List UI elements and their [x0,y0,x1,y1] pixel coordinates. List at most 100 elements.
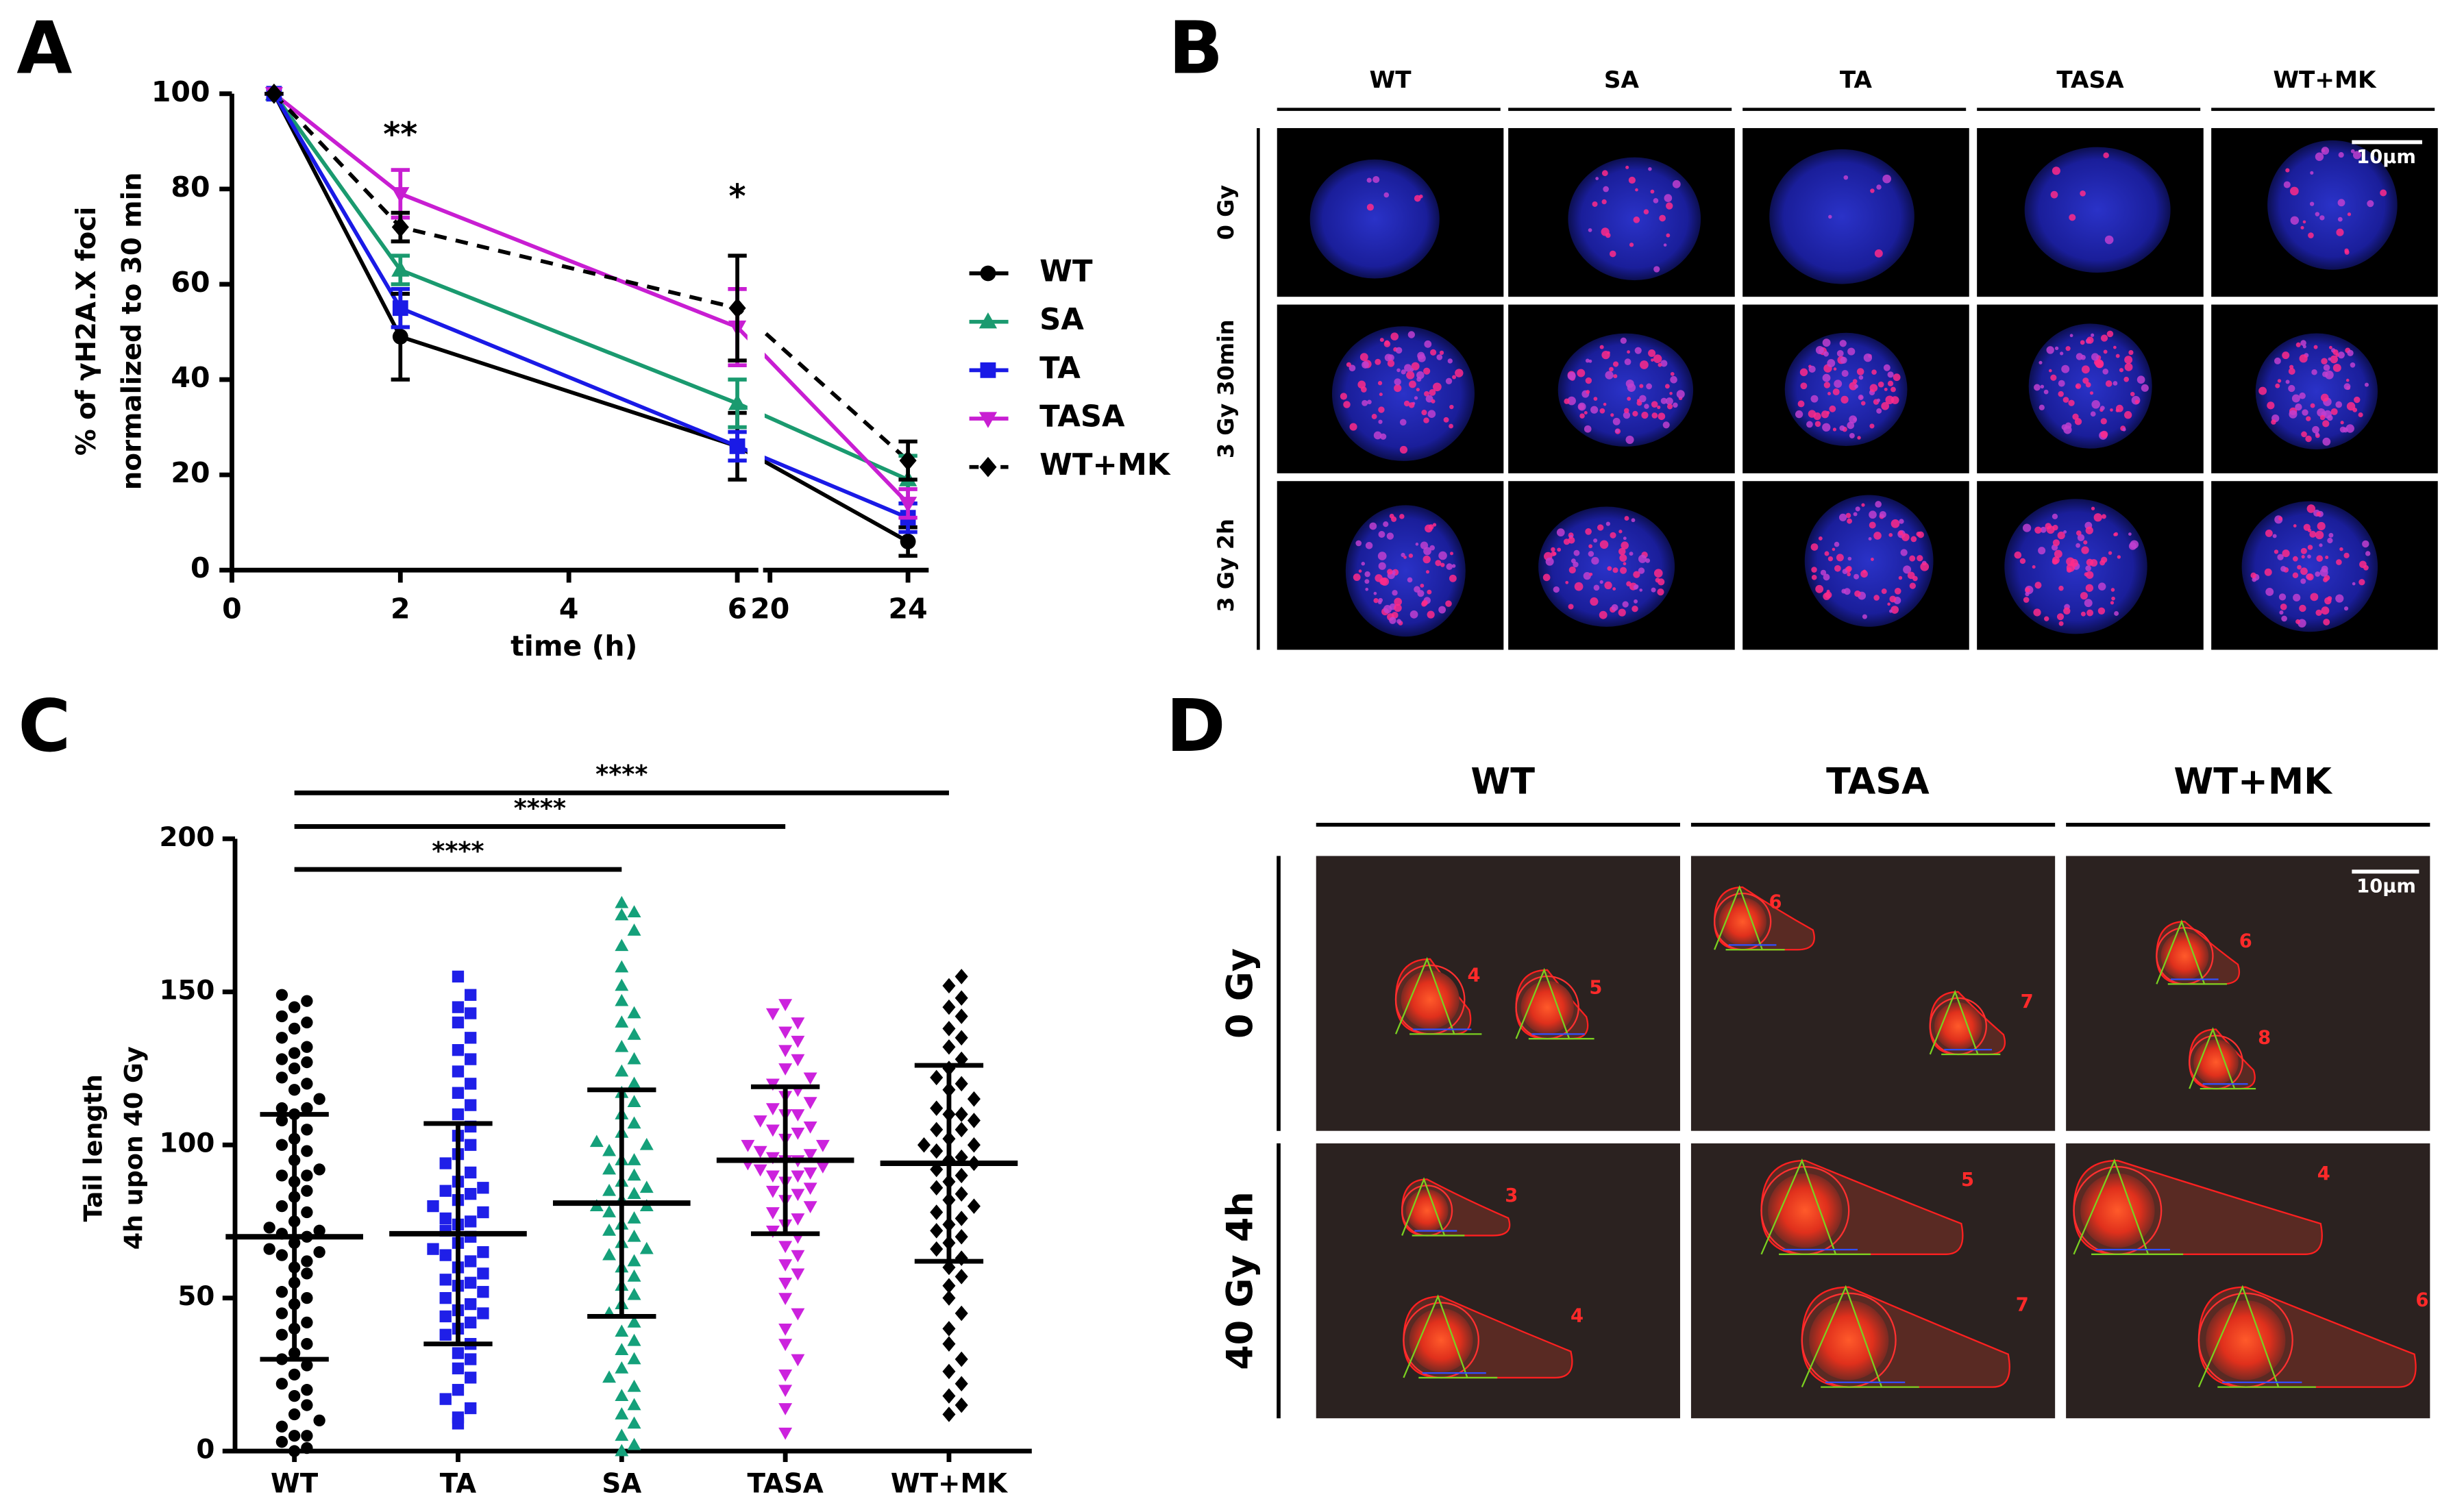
focus [1876,398,1881,402]
focus [2100,334,2108,342]
data-point [627,1269,641,1282]
focus [1372,175,1380,184]
focus [2117,555,2121,559]
focus [1874,249,1883,258]
focus [2347,212,2352,216]
focus [1579,413,1585,419]
data-point [301,1316,313,1329]
focus [2327,414,2333,421]
focus [2281,615,2287,622]
legend-label: TA [1039,351,1081,386]
focus [2315,152,2324,161]
focus [1853,512,1858,517]
focus [2335,401,2343,408]
focus [1427,410,1436,418]
focus [2052,558,2058,565]
focus [1389,513,1394,519]
focus [1613,374,1618,379]
focus [1604,581,1612,590]
data-point [465,1078,477,1090]
data-point [627,1095,641,1108]
focus [1599,345,1604,349]
focus [2307,545,2313,550]
data-point [627,905,641,917]
focus [2337,199,2345,207]
focus [2275,383,2280,388]
data-point [803,1182,817,1195]
data-point [301,1359,313,1372]
x-tick-label: TASA [747,1469,823,1500]
focus [1836,349,1844,357]
data-point [954,1106,968,1122]
focus [2280,566,2287,572]
legend-label: WT [1039,254,1093,288]
focus [1899,519,1904,524]
data-point [301,1338,313,1350]
focus [1611,604,1618,611]
focus [2061,364,2070,373]
data-point [917,1137,931,1153]
y-tick-label: 150 [159,975,214,1006]
data-point [967,1137,981,1153]
focus [2114,611,2119,616]
data-point [465,1372,477,1384]
data-point [954,1351,968,1367]
focus [2130,391,2135,397]
focus [1573,549,1580,556]
data-point [615,1428,629,1441]
series-line [272,92,909,482]
data-point [778,1045,793,1058]
focus [1623,562,1627,566]
x-tick-label: WT+MK [891,1469,1009,1500]
data-point [465,1255,477,1267]
focus [1415,543,1419,546]
focus [1574,582,1584,591]
focus [1857,436,1861,440]
nucleus [1557,333,1694,447]
focus [1440,562,1445,567]
data-point [275,1378,288,1390]
focus [1876,184,1882,190]
focus [1670,371,1675,376]
focus [1407,577,1413,583]
focus [2063,530,2067,534]
focus [1663,243,1667,247]
focus [2316,555,2324,562]
focus [2095,359,2104,368]
y-tick-label: 0 [196,1435,214,1465]
focus [1887,380,1894,386]
focus [1623,536,1627,541]
data-point [439,1185,452,1197]
focus [2115,408,2119,412]
data-point [778,1026,793,1039]
focus [1855,506,1860,512]
focus [1625,165,1629,169]
nucleus [1804,495,1934,627]
focus [1369,522,1377,530]
focus [1401,369,1406,375]
focus [1658,578,1665,586]
focus [1401,552,1405,558]
focus [1827,556,1834,562]
focus [2295,619,2300,624]
focus [2123,411,2132,419]
focus [1903,565,1912,574]
focus [1826,589,1830,593]
focus [2110,588,2115,592]
focus [2293,593,2301,602]
focus [1436,354,1443,360]
data-point [942,1278,956,1294]
focus [1889,595,1897,603]
focus [2141,384,2149,392]
data-point [477,1206,489,1219]
focus [1399,445,1408,454]
focus [1584,425,1592,433]
data-point [439,1212,452,1225]
focus [1909,555,1916,562]
focus [1653,569,1663,578]
row-label: 0 Gy [1220,948,1261,1039]
focus [1361,562,1366,566]
focus [1869,384,1878,393]
profile-line [1801,1285,1919,1388]
focus [1416,371,1425,380]
